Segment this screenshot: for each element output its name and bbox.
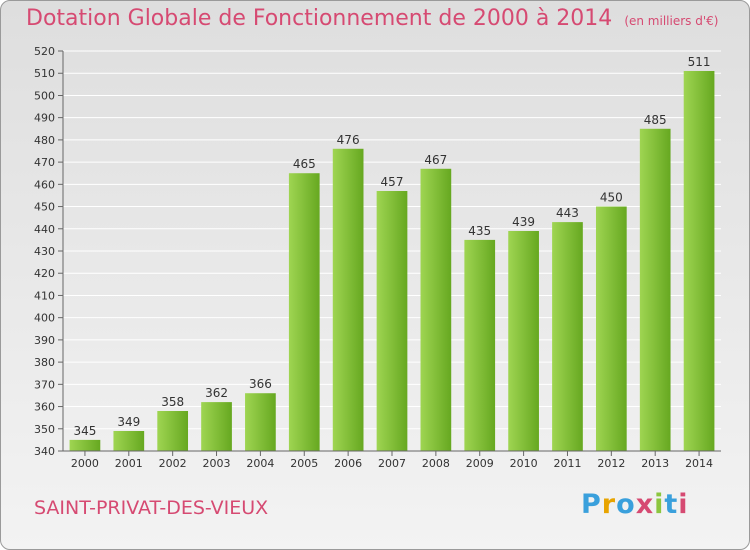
- y-tick-label: 410: [34, 289, 55, 302]
- logo-letter: P: [581, 489, 602, 520]
- bar-value-label: 349: [117, 415, 140, 429]
- x-tick-label: 2000: [71, 457, 99, 470]
- x-tick-label: 2014: [685, 457, 713, 470]
- y-tick-label: 360: [34, 401, 55, 414]
- y-tick-label: 480: [34, 134, 55, 147]
- bar-value-label: 443: [556, 206, 579, 220]
- bar: [552, 222, 583, 451]
- bar: [69, 439, 101, 451]
- bars-group: 345 349 358 362 366 465 476 457 467 435 439 443 450 4…: [69, 55, 715, 451]
- x-tick-label: 2010: [510, 457, 538, 470]
- chart-title-text: Dotation Globale de Fonctionnement de 20…: [26, 6, 613, 31]
- commune-name: SAINT-PRIVAT-DES-VIEUX: [34, 497, 269, 519]
- y-tick-label: 420: [34, 267, 55, 280]
- bar: [113, 431, 145, 451]
- bar: [508, 231, 539, 451]
- bar-value-label: 465: [293, 157, 316, 171]
- logo-letter: o: [616, 489, 636, 520]
- y-tick-label: 400: [34, 312, 55, 325]
- y-tick-label: 510: [34, 67, 55, 80]
- logo-letter: i: [678, 489, 689, 520]
- bar-value-label: 435: [468, 224, 491, 238]
- logo-letter: r: [601, 489, 617, 520]
- logo-letter: x: [635, 489, 655, 520]
- bar: [595, 206, 627, 451]
- bar: [245, 393, 276, 451]
- bar-value-label: 366: [249, 377, 272, 391]
- bar: [376, 191, 408, 451]
- x-tick-label: 2005: [290, 457, 318, 470]
- bar-value-label: 358: [161, 395, 184, 409]
- bar-value-label: 485: [644, 113, 667, 127]
- bar: [464, 239, 496, 451]
- bar: [420, 168, 452, 451]
- bar: [201, 402, 232, 451]
- bar: [639, 128, 671, 451]
- axes-group: 340 350 360 370 380 390 400 410 420 430 440 450 460 4…: [34, 45, 721, 470]
- y-tick-label: 490: [34, 112, 55, 125]
- logo-letter: t: [664, 489, 679, 520]
- x-tick-label: 2008: [422, 457, 450, 470]
- x-tick-label: 2013: [641, 457, 669, 470]
- x-tick-label: 2002: [159, 457, 187, 470]
- bar: [288, 173, 320, 451]
- x-tick-label: 2001: [115, 457, 143, 470]
- bar: [332, 148, 364, 451]
- y-tick-label: 440: [34, 223, 55, 236]
- proxiti-logo: Proxiti: [581, 489, 689, 520]
- y-tick-label: 380: [34, 356, 55, 369]
- y-tick-label: 520: [34, 45, 55, 58]
- bar-value-label: 457: [381, 175, 404, 189]
- y-tick-label: 350: [34, 423, 55, 436]
- y-tick-label: 460: [34, 178, 55, 191]
- chart-unit: (en milliers d'€): [624, 14, 719, 28]
- bar-value-label: 476: [337, 133, 360, 147]
- chart-title: Dotation Globale de Fonctionnement de 20…: [26, 6, 718, 31]
- bar-value-label: 467: [424, 153, 447, 167]
- bar-value-label: 362: [205, 386, 228, 400]
- x-tick-label: 2004: [246, 457, 274, 470]
- bar-value-label: 345: [73, 424, 96, 438]
- logo-letter: i: [654, 489, 665, 520]
- y-tick-label: 370: [34, 378, 55, 391]
- x-tick-label: 2011: [553, 457, 581, 470]
- y-tick-label: 340: [34, 445, 55, 458]
- y-tick-label: 390: [34, 334, 55, 347]
- x-tick-label: 2007: [378, 457, 406, 470]
- bar-value-label: 511: [688, 55, 711, 69]
- x-tick-label: 2012: [597, 457, 625, 470]
- x-tick-label: 2003: [203, 457, 231, 470]
- bar: [683, 71, 715, 451]
- y-tick-label: 500: [34, 89, 55, 102]
- bar-value-label: 439: [512, 215, 535, 229]
- y-tick-label: 430: [34, 245, 55, 258]
- x-tick-label: 2009: [466, 457, 494, 470]
- bar-value-label: 450: [600, 191, 623, 205]
- x-tick-label: 2006: [334, 457, 362, 470]
- y-tick-label: 450: [34, 201, 55, 214]
- y-tick-label: 470: [34, 156, 55, 169]
- bar: [157, 411, 189, 451]
